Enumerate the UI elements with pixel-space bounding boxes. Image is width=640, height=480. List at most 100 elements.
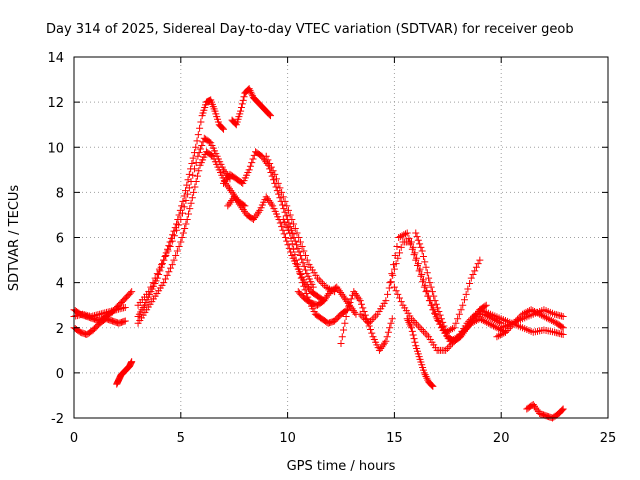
data-point [198,141,206,149]
data-point [351,289,359,297]
data-point [422,288,430,296]
data-point [175,211,183,219]
data-point [434,317,442,325]
data-point [397,298,405,306]
data-point [188,159,196,167]
data-point [226,185,234,193]
data-point [513,316,521,324]
data-point [272,183,280,191]
data-point [219,124,227,132]
data-point [377,345,385,353]
data-point [252,212,260,220]
data-point [533,406,541,414]
data-point [158,260,166,268]
data-point [419,278,427,286]
series-track-b [70,315,129,339]
data-point [161,252,169,260]
data-point [170,232,178,240]
data-point [283,237,291,245]
data-point [295,248,303,256]
data-point [464,285,472,293]
data-point [173,226,181,234]
data-point [196,124,204,132]
data-point [237,107,245,115]
data-point [407,324,415,332]
data-point [155,265,163,273]
data-point [386,279,394,287]
data-point [558,406,566,414]
y-tick-label: 12 [47,96,64,111]
chart-title: Day 314 of 2025, Sidereal Day-to-day VTE… [46,22,574,37]
data-point [519,310,527,318]
data-point [237,202,245,210]
data-point [460,296,468,304]
y-axis-ticks: -2 0 2 4 6 8 10 12 14 [47,51,608,427]
data-point [391,252,399,260]
data-point [474,260,482,268]
data-point [375,346,383,354]
data-point [393,243,401,251]
data-point [192,159,200,167]
data-point [432,313,440,321]
data-point [343,306,351,314]
data-point [149,279,157,287]
data-point [121,303,129,311]
data-point [265,110,273,118]
data-point [300,247,308,255]
data-point [479,317,487,325]
data-point [408,327,416,335]
data-point [349,307,357,315]
data-point [226,198,234,206]
data-point [459,301,467,309]
data-point [195,149,203,157]
data-point [448,325,456,333]
data-point [238,204,246,212]
data-point [437,315,445,323]
data-point [342,307,350,315]
data-point [366,326,374,334]
data-point [452,319,460,327]
data-point [421,258,429,266]
data-point [411,318,419,326]
data-point [175,243,183,251]
data-point [531,308,539,316]
data-point [396,249,404,257]
data-point [218,123,226,131]
data-point [379,341,387,349]
data-point [333,283,341,291]
data-point [222,176,230,184]
data-point [385,284,393,292]
data-point [469,271,477,279]
data-point [404,317,412,325]
data-point [188,194,196,202]
series-track-d [113,358,136,388]
data-point [436,311,444,319]
data-point [185,184,193,192]
data-point [423,269,431,277]
data-point [421,329,429,337]
data-point [189,171,197,179]
data-point [292,256,300,264]
data-point [501,328,509,336]
data-point [251,214,259,222]
data-point [496,331,504,339]
data-point [178,234,186,241]
data-point [276,194,284,202]
data-point [390,283,398,291]
data-point [293,241,301,249]
data-point [225,200,233,208]
data-point [427,283,435,291]
data-point [355,295,363,303]
series-track-j [224,193,328,305]
data-point [421,371,429,379]
data-point [271,170,279,178]
data-point [239,206,247,214]
data-point [358,300,366,308]
data-point [384,328,392,336]
data-point [321,295,329,303]
data-point [270,176,278,184]
data-point [235,200,243,208]
data-point [288,215,296,223]
data-point [549,317,557,325]
data-point [162,252,170,260]
